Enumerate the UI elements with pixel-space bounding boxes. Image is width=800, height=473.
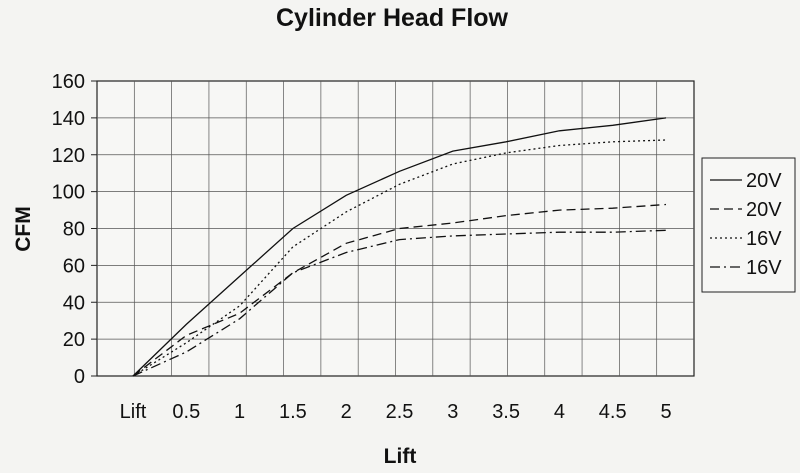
x-axis-title: Lift	[384, 445, 417, 468]
y-tick-label: 140	[52, 108, 85, 130]
x-tick-label: 5	[660, 401, 671, 423]
y-tick-label: 20	[63, 329, 85, 351]
series-line-2	[132, 203, 667, 377]
y-tick-label: 100	[52, 182, 85, 204]
series-lines	[132, 117, 667, 377]
legend-label-4: 16V	[746, 257, 782, 279]
y-tick-label: 120	[52, 145, 85, 167]
y-tick-label: 60	[63, 255, 85, 277]
x-tick-label: 4.5	[599, 401, 627, 423]
legend-label-1: 20V	[746, 170, 782, 192]
x-tick-label: 3.5	[492, 401, 520, 423]
x-tick-label: 4	[554, 401, 565, 423]
x-tick-label: 2	[341, 401, 352, 423]
y-tick-label: 0	[74, 366, 85, 388]
y-axis-ticks: 0 20 40 60 80 100 120 140 160	[52, 71, 97, 388]
x-tick-label: 1	[234, 401, 245, 423]
x-tick-label: 2.5	[386, 401, 414, 423]
y-axis-title: CFM	[12, 206, 35, 252]
x-axis-ticks: Lift 0.5 1 1.5 2 2.5 3 3.5 4 4.5 5	[120, 401, 672, 423]
x-tick-label: 0.5	[172, 401, 200, 423]
series-line-1	[132, 117, 667, 377]
legend: 20V 20V 16V 16V	[701, 157, 796, 293]
chart-title: Cylinder Head Flow	[276, 4, 509, 32]
y-tick-label: 40	[63, 292, 85, 314]
x-tick-label: Lift	[120, 401, 147, 423]
grid	[97, 81, 694, 376]
x-tick-label: 1.5	[279, 401, 307, 423]
y-tick-label: 80	[63, 219, 85, 241]
series-line-3	[132, 139, 667, 377]
y-tick-label: 160	[52, 71, 85, 93]
legend-label-2: 20V	[746, 199, 782, 221]
series-line-4	[132, 229, 667, 377]
x-tick-label: 3	[447, 401, 458, 423]
legend-label-3: 16V	[746, 228, 782, 250]
